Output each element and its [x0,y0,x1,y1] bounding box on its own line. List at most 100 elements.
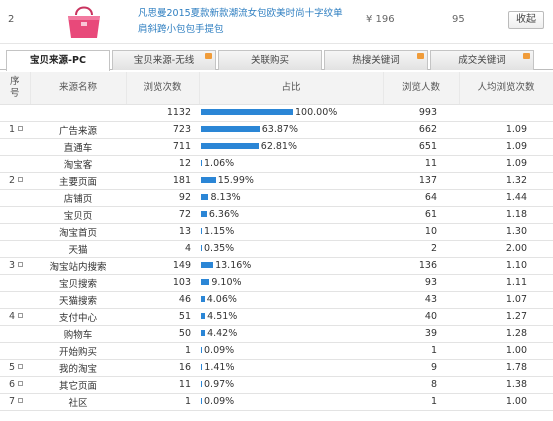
row-index [0,223,30,241]
source-name: 淘宝客 [30,155,126,173]
share-cell: 0.97% [199,376,383,394]
header-source: 来源名称 [30,72,127,105]
header-index: 序 号 [0,72,31,105]
share-bar [201,211,207,217]
table-row: 宝贝页 72 6.36% 61 1.18 [0,206,553,224]
source-name: 店铺页 [30,189,126,207]
share-label: 1.06% [204,158,235,169]
pv-value: 72 [126,206,199,224]
share-bar [201,160,202,166]
uv-value: 9 [383,359,459,377]
share-bar [201,177,216,183]
collapse-button[interactable]: 收起 [508,11,544,29]
header-avg: 人均浏览次数 [459,72,553,105]
pv-value: 181 [126,172,199,190]
expand-toggle-icon[interactable] [18,262,24,267]
tab-source-pc[interactable]: 宝贝来源-PC [6,50,110,71]
tab-source-mobile[interactable]: 宝贝来源-无线 [112,50,216,70]
tab-deal-keywords[interactable]: 成交关键词 [430,50,534,70]
source-name: 其它页面 [30,376,126,394]
uv-value: 40 [383,308,459,326]
table-row: 2 主要页面 181 15.99% 137 1.32 [0,172,553,190]
share-label: 0.09% [204,345,235,356]
share-bar [201,245,202,251]
share-label: 15.99% [217,175,254,186]
tab-hot-keywords[interactable]: 热搜关键词 [324,50,428,70]
share-cell: 1.06% [199,155,383,173]
avg-value: 1.00 [459,342,553,360]
avg-value: 1.10 [459,257,553,275]
header-share: 占比 [199,72,384,105]
share-label: 8.13% [210,192,241,203]
row-index[interactable]: 3 [0,257,30,275]
share-cell: 15.99% [199,172,383,190]
avg-value: 1.27 [459,308,553,326]
row-index[interactable]: 1 [0,121,30,139]
expand-toggle-icon[interactable] [18,126,24,131]
row-index[interactable]: 2 [0,172,30,190]
hot-badge-icon [523,53,530,59]
table-row: 天猫搜索 46 4.06% 43 1.07 [0,291,553,309]
avg-value: 1.38 [459,376,553,394]
table-row: 7 社区 1 0.09% 1 1.00 [0,393,553,411]
table-row: 天猫 4 0.35% 2 2.00 [0,240,553,258]
row-index[interactable]: 4 [0,308,30,326]
share-label: 6.36% [208,209,240,220]
table-row: 5 我的淘宝 16 1.41% 9 1.78 [0,359,553,377]
expand-toggle-icon[interactable] [18,398,24,403]
source-name: 支付中心 [30,308,126,326]
uv-value: 662 [383,121,459,139]
table-row: 宝贝搜索 103 9.10% 93 1.11 [0,274,553,292]
row-index [0,325,30,343]
avg-value: 2.00 [459,240,553,258]
uv-value: 993 [383,104,459,122]
uv-value: 136 [383,257,459,275]
avg-value: 1.11 [459,274,553,292]
row-index[interactable]: 7 [0,393,30,411]
table-row: 店铺页 92 8.13% 64 1.44 [0,189,553,207]
expand-toggle-icon[interactable] [18,177,24,182]
pv-value: 12 [126,155,199,173]
expand-toggle-icon[interactable] [18,381,24,386]
row-index[interactable]: 6 [0,376,30,394]
share-label: 100.00% [295,107,338,118]
avg-value [459,104,553,122]
avg-value: 1.44 [459,189,553,207]
pv-value: 50 [126,325,199,343]
source-name: 开始购买 [30,342,126,360]
share-cell: 1.41% [199,359,383,377]
source-name: 社区 [30,393,126,411]
share-cell: 6.36% [199,206,383,224]
table-row: 6 其它页面 11 0.97% 8 1.38 [0,376,553,394]
source-name: 直通车 [30,138,126,156]
row-index [0,274,30,292]
pv-value: 1132 [126,104,199,122]
expand-toggle-icon[interactable] [18,313,24,318]
pv-value: 16 [126,359,199,377]
product-title-link[interactable]: 凡思曼2015夏款新款潮流女包欧美时尚十字纹单肩斜跨小包包手提包 [138,8,343,35]
share-cell: 100.00% [199,104,383,122]
share-cell: 1.15% [199,223,383,241]
handbag-thumbnail[interactable] [62,1,106,41]
source-name: 主要页面 [30,172,126,190]
share-bar [201,347,202,353]
uv-value: 1 [383,393,459,411]
product-index: 2 [8,14,15,25]
pv-value: 149 [126,257,199,275]
pv-value: 4 [126,240,199,258]
share-bar [201,381,202,387]
pv-value: 1 [126,342,199,360]
source-name: 天猫搜索 [30,291,126,309]
avg-value: 1.09 [459,121,553,139]
row-index[interactable]: 5 [0,359,30,377]
expand-toggle-icon[interactable] [18,364,24,369]
row-index [0,240,30,258]
uv-value: 10 [383,223,459,241]
source-name: 淘宝首页 [30,223,126,241]
pv-value: 103 [126,274,199,292]
header-uv: 浏览人数 [383,72,460,105]
tab-related-purchase[interactable]: 关联购买 [218,50,322,70]
table-row: 直通车 711 62.81% 651 1.09 [0,138,553,156]
share-label: 1.15% [204,226,235,237]
uv-value: 651 [383,138,459,156]
